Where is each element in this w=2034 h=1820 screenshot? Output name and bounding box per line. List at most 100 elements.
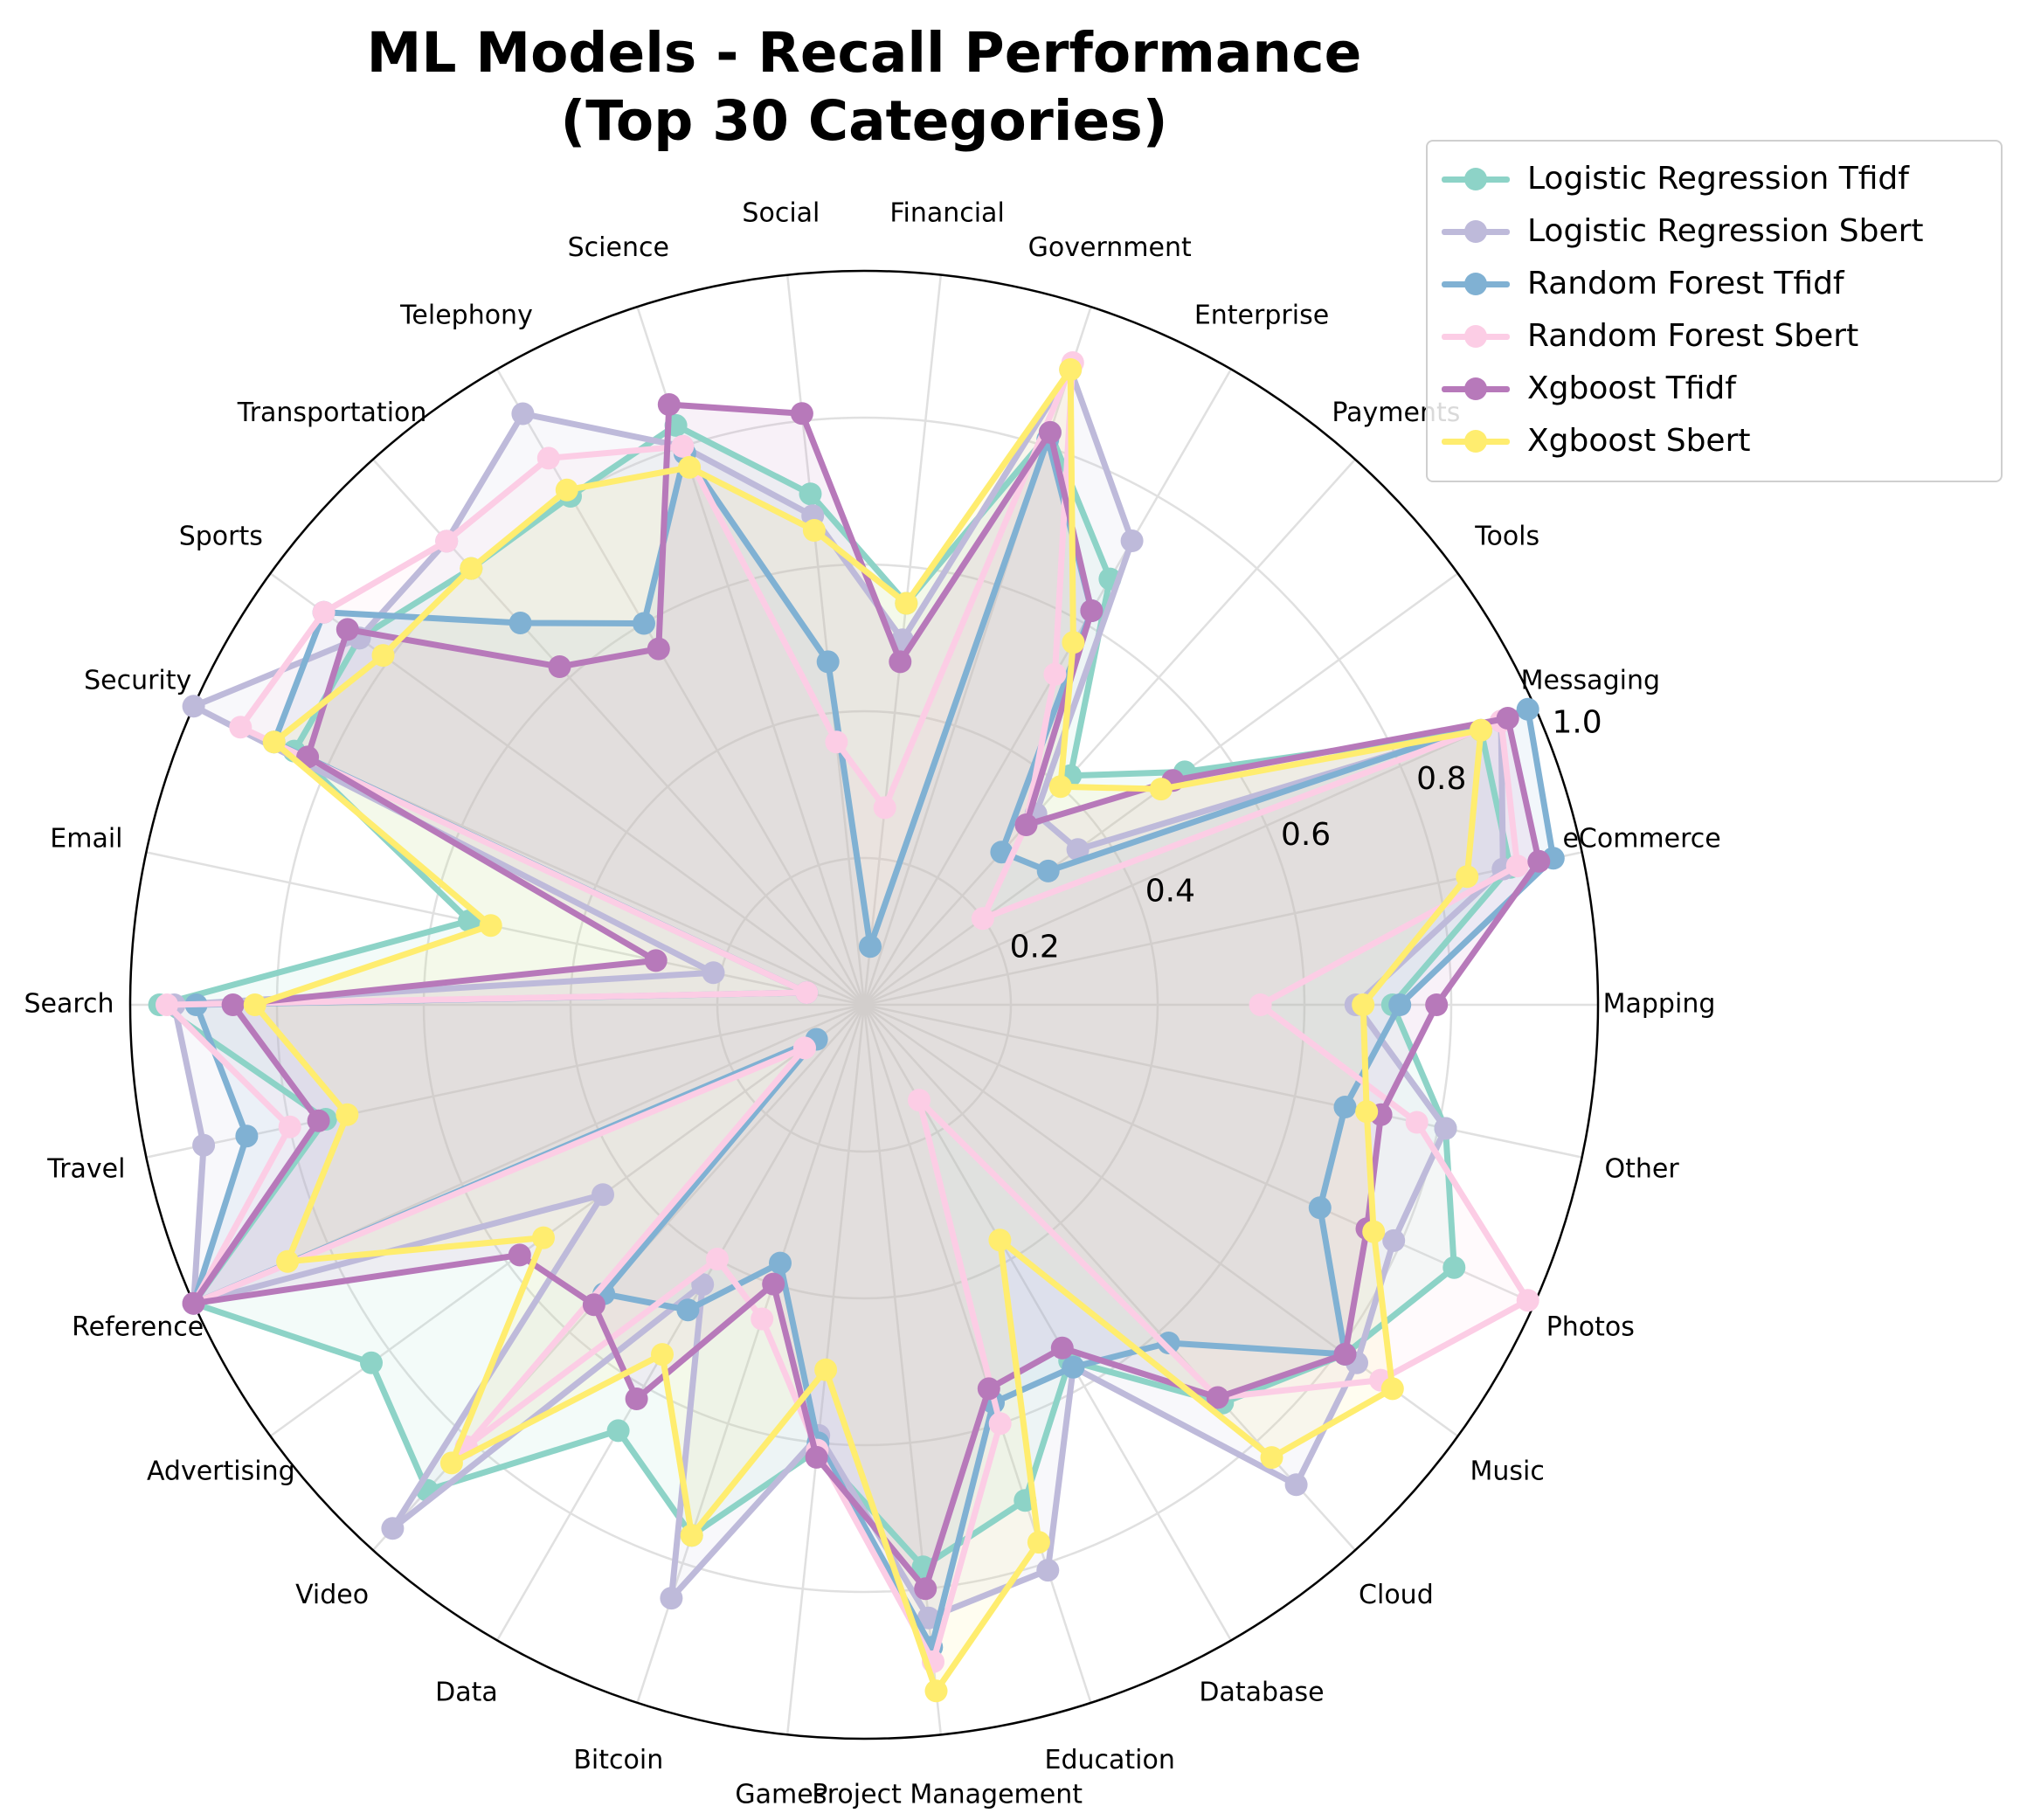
data-point — [312, 600, 336, 624]
data-point — [582, 1293, 605, 1317]
radial-gridline — [863, 458, 1356, 1006]
legend-entry: Random Forest Sbert — [1440, 309, 1989, 362]
data-point — [555, 478, 578, 502]
data-point — [647, 637, 670, 661]
radial-tick-label: 0.2 — [1010, 930, 1060, 965]
category-label: Telephony — [399, 300, 533, 330]
outer-frame — [128, 269, 1600, 1740]
category-label: Other — [1605, 1154, 1680, 1185]
data-point — [1442, 1256, 1466, 1279]
radial-tick-label: 0.6 — [1281, 817, 1331, 853]
radial-gridline — [372, 458, 865, 1006]
legend-entry: Xgboost Tfidf — [1440, 362, 1989, 414]
category-label: Bitcoin — [573, 1745, 663, 1775]
data-point — [988, 1412, 1012, 1436]
category-label: Advertising — [147, 1456, 295, 1486]
category-label: Security — [84, 665, 191, 695]
series-fill — [193, 405, 1539, 1589]
data-point — [889, 650, 912, 674]
category-label: Tools — [1474, 522, 1539, 552]
category-label: Music — [1470, 1456, 1545, 1486]
data-point — [1062, 631, 1085, 654]
data-point — [1380, 1377, 1404, 1401]
data-point — [1284, 1473, 1308, 1497]
category-label: Photos — [1546, 1312, 1635, 1343]
data-point — [229, 716, 253, 739]
data-point — [156, 993, 178, 1016]
legend-swatch — [1440, 257, 1512, 309]
data-point — [508, 612, 532, 634]
category-label: Mapping — [1603, 989, 1716, 1020]
legend-swatch — [1440, 362, 1512, 414]
data-point — [691, 1273, 715, 1297]
data-point — [816, 650, 840, 674]
data-point — [1470, 718, 1492, 742]
data-point — [1362, 1220, 1386, 1243]
legend-entry: Logistic Regression Sbert — [1440, 204, 1989, 257]
category-label: Transportation — [237, 398, 427, 428]
radial-gridline — [785, 274, 866, 1006]
data-point — [243, 993, 266, 1016]
radial-gridline — [146, 851, 865, 1007]
data-point — [1066, 838, 1090, 862]
data-point — [1059, 358, 1083, 381]
data-point — [908, 1089, 931, 1112]
data-point — [795, 981, 819, 1004]
data-point — [633, 612, 655, 635]
data-point — [276, 1249, 300, 1273]
category-label: Science — [568, 232, 669, 263]
data-point — [548, 655, 571, 678]
series-lines — [148, 351, 1565, 1703]
series-fill — [174, 370, 1504, 1618]
legend-entry: Logistic Regression Tfidf — [1440, 152, 1989, 204]
category-label: Financial — [889, 198, 1004, 229]
data-point — [336, 618, 359, 641]
data-point — [439, 1451, 463, 1475]
radial-gridline — [862, 368, 1233, 1006]
data-point — [536, 446, 560, 470]
data-point — [1043, 662, 1067, 686]
data-point — [914, 1577, 937, 1601]
radial-gridline — [863, 705, 1535, 1007]
chart-title: ML Models - Recall Performance (Top 30 C… — [366, 21, 1362, 153]
category-label: Enterprise — [1194, 300, 1329, 330]
category-label: Travel — [46, 1154, 125, 1185]
category-label: eCommerce — [1562, 823, 1720, 854]
circular-gridline — [716, 856, 1013, 1153]
data-point — [1157, 1332, 1180, 1354]
data-point — [625, 1387, 648, 1410]
data-point — [671, 434, 695, 458]
series-fill — [159, 425, 1511, 1567]
data-point — [895, 592, 918, 615]
data-point — [235, 1125, 259, 1148]
data-point — [1527, 849, 1551, 873]
data-point — [1355, 1100, 1379, 1124]
data-point — [1405, 1111, 1429, 1134]
data-point — [802, 519, 826, 542]
data-point — [660, 1587, 683, 1610]
data-point — [1388, 993, 1412, 1016]
category-label: Education — [1045, 1745, 1175, 1775]
category-label: Search — [24, 989, 114, 1020]
data-point — [1382, 1228, 1406, 1252]
data-point — [371, 644, 395, 668]
data-point — [1333, 1342, 1357, 1366]
data-point — [977, 1377, 1000, 1401]
radial-gridline — [269, 572, 865, 1007]
legend-label: Random Forest Tfidf — [1527, 265, 1844, 301]
data-point — [678, 455, 702, 479]
series-group — [182, 393, 1551, 1601]
data-point — [1425, 993, 1449, 1016]
data-point — [479, 914, 502, 938]
data-point — [336, 1103, 359, 1126]
data-point — [751, 1307, 774, 1331]
data-point — [990, 841, 1014, 864]
radial-gridline — [495, 368, 866, 1006]
category-label: Reference — [72, 1312, 204, 1343]
data-point — [971, 907, 994, 931]
category-label: Email — [50, 823, 122, 854]
category-label: Sports — [179, 522, 263, 552]
data-point — [762, 1272, 785, 1296]
category-label: Games — [735, 1780, 827, 1810]
